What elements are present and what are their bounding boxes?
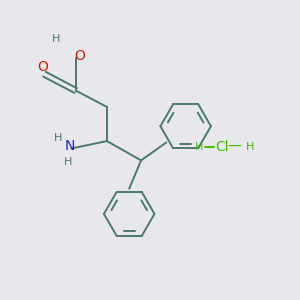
Text: O: O <box>75 50 86 63</box>
Text: —: — <box>228 140 242 154</box>
Text: H: H <box>195 142 203 152</box>
Text: Cl: Cl <box>215 140 229 154</box>
Text: H: H <box>52 34 61 44</box>
Text: H: H <box>54 133 62 142</box>
Text: H: H <box>245 142 254 152</box>
Text: H: H <box>64 157 73 167</box>
Text: N: N <box>64 139 75 153</box>
Text: O: O <box>38 60 48 74</box>
